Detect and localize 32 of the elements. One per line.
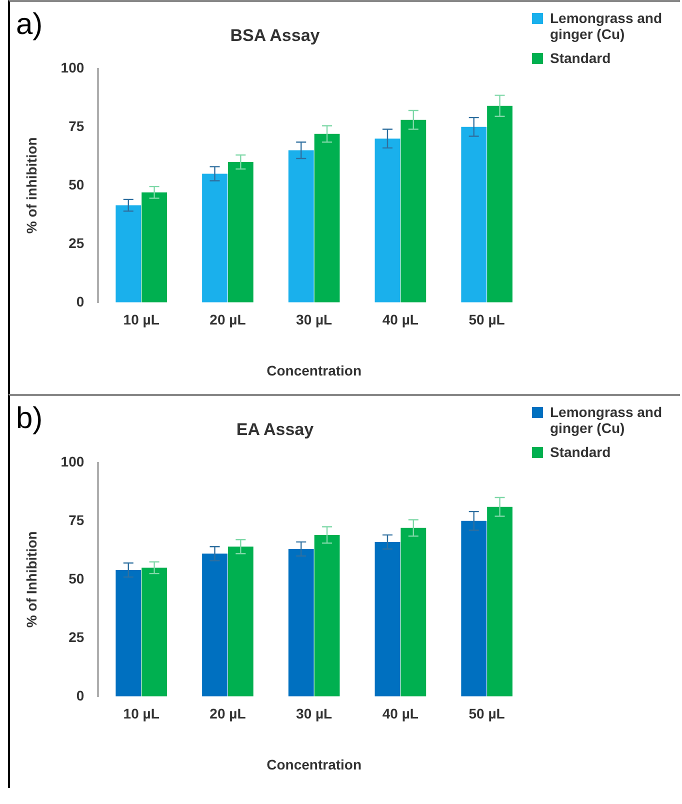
x-tick-label: 40 µL [382,312,419,328]
y-axis-title: % of inhibition [23,137,40,234]
text: a) [16,8,43,42]
text: b) [16,402,43,436]
x-tick-label: 20 µL [210,706,246,722]
x-tick-label: 40 µL [382,706,419,722]
y-tick-label: 0 [76,293,84,310]
legend-label: Lemongrass and ginger (Cu) [550,10,664,42]
y-tick-label: 50 [68,176,84,192]
legend-label: Standard [550,444,611,460]
y-tick-label: 50 [68,570,84,586]
x-tick-label: 50 µL [468,706,506,722]
y-tick-label: 100 [60,453,84,470]
chart-title: BSA Assay [230,26,320,45]
y-tick-label: 0 [76,687,84,704]
y-tick-label: 75 [68,512,84,528]
y-axis-title: % of Inhibition [23,531,40,628]
x-axis-title: Concentration [266,362,362,378]
x-tick-label: 30 µL [296,706,333,722]
x-tick-label: 10 µL [123,312,160,328]
legend-label: Lemongrass and ginger (Cu) [550,404,664,436]
x-axis-title: Concentration [266,756,362,772]
x-tick-label: 30 µL [296,312,333,328]
x-tick-label: 20 µL [210,312,246,328]
y-tick-label: 100 [60,59,84,76]
y-tick-label: 25 [68,234,84,251]
y-tick-label: 75 [68,118,84,134]
legend-label: Standard [550,50,611,66]
x-tick-label: 50 µL [468,312,506,328]
x-tick-label: 10 µL [123,706,160,722]
y-tick-label: 25 [68,628,84,645]
chart-title: EA Assay [236,420,314,439]
